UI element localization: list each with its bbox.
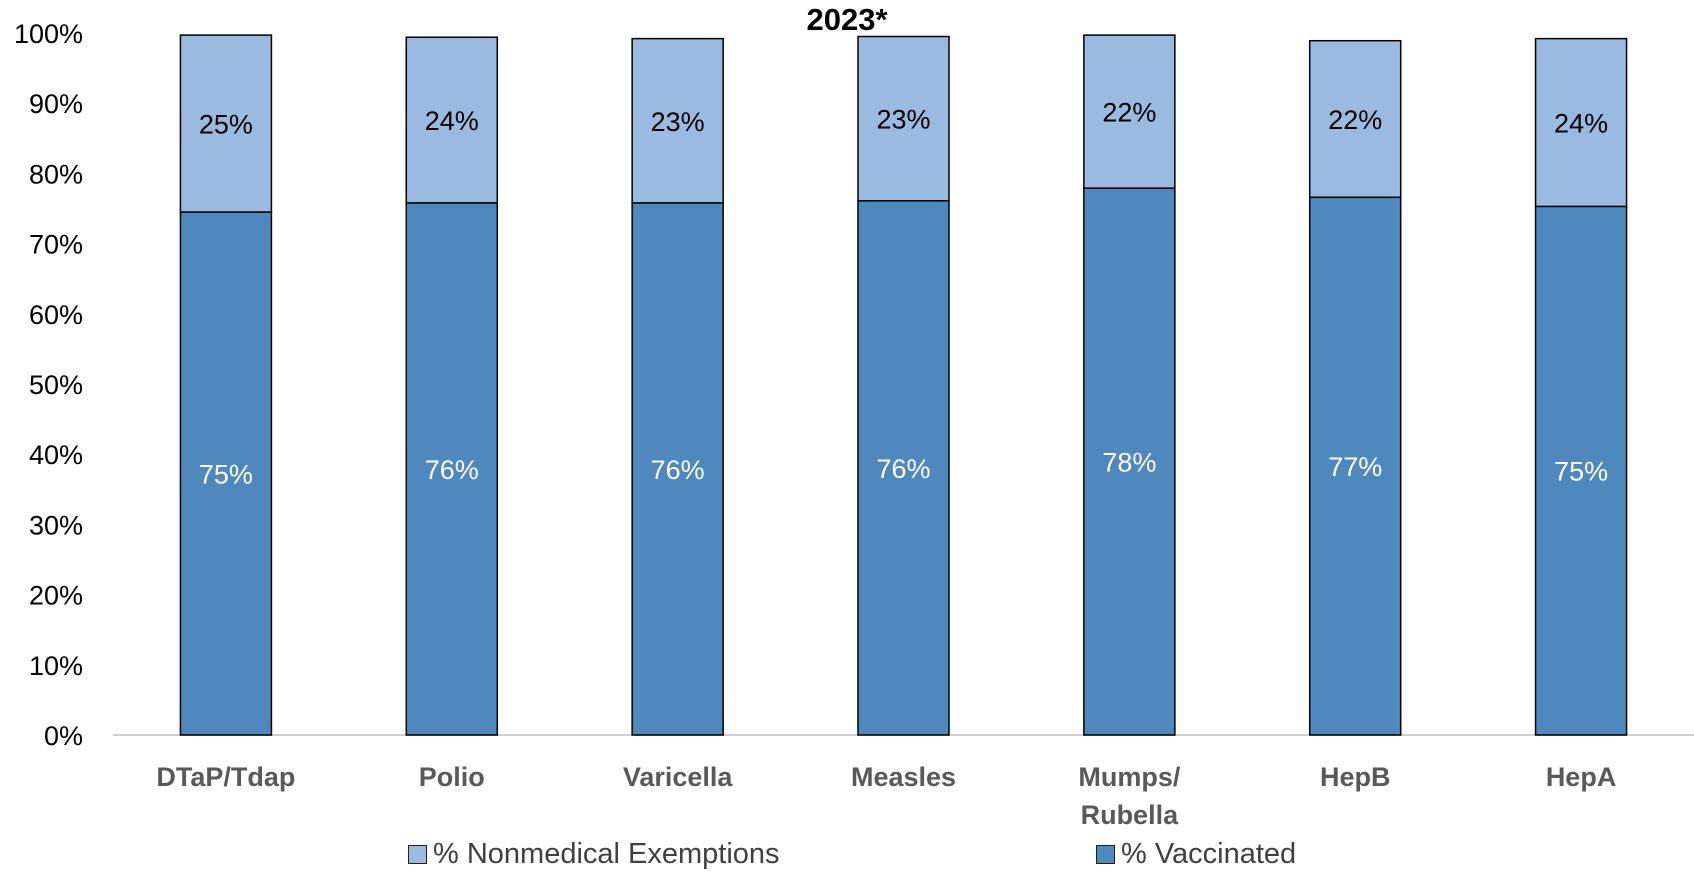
x-tick-label: Varicella <box>623 762 734 792</box>
data-label-vaccinated: 76% <box>876 454 930 484</box>
bar-vaccinated <box>405 202 499 736</box>
bar-vaccinated <box>179 211 273 736</box>
data-label-nonmedical-exemptions: 23% <box>651 107 705 137</box>
data-label-vaccinated: 76% <box>651 455 705 485</box>
bar-group: 75% 24% <box>1534 37 1628 736</box>
bar-nonmedical-exemptions <box>857 35 950 202</box>
data-label-vaccinated: 75% <box>199 460 253 490</box>
legend-swatch-vaccinated <box>1096 845 1115 864</box>
data-label-vaccinated: 77% <box>1328 452 1382 482</box>
x-tick-label: DTaP/Tdap <box>156 762 295 792</box>
y-tick-label: 30% <box>29 510 83 540</box>
x-tick-label: HepA <box>1546 762 1617 792</box>
bar-group: 76% 23% <box>857 35 950 736</box>
x-tick-label: HepB <box>1320 762 1391 792</box>
bar-nonmedical-exemptions <box>1534 37 1628 208</box>
bar-group: 76% 23% <box>631 37 724 736</box>
bar-group: 77% 22% <box>1308 39 1402 736</box>
bar-nonmedical-exemptions <box>1083 34 1176 189</box>
bar-group: 75% 25% <box>179 34 273 736</box>
bar-vaccinated <box>1083 187 1176 736</box>
legend-item-vaccinated: % Vaccinated <box>1096 838 1296 871</box>
x-tick-label: Measles <box>851 762 956 792</box>
bar-nonmedical-exemptions <box>1308 39 1402 199</box>
bar-vaccinated <box>857 200 950 736</box>
legend-swatch-nonmedical-exemptions <box>408 845 427 864</box>
bar-vaccinated <box>631 202 724 736</box>
bar-group: 76% 24% <box>405 36 499 736</box>
bar-nonmedical-exemptions <box>179 34 273 213</box>
data-label-nonmedical-exemptions: 24% <box>425 106 479 136</box>
bar-vaccinated <box>1308 196 1402 736</box>
legend-label-vaccinated: % Vaccinated <box>1121 838 1297 870</box>
y-tick-label: 60% <box>29 300 83 330</box>
legend-item-nonmedical-exemptions: % Nonmedical Exemptions <box>408 838 780 871</box>
chart-title: 2023* <box>806 2 888 37</box>
bar-nonmedical-exemptions <box>631 37 724 204</box>
data-label-nonmedical-exemptions: 22% <box>1328 105 1382 135</box>
data-label-nonmedical-exemptions: 23% <box>876 105 930 135</box>
y-tick-label: 90% <box>29 89 83 119</box>
y-tick-label: 40% <box>29 440 83 470</box>
x-tick-label: Mumps/Rubella <box>1078 762 1181 830</box>
y-tick-label: 80% <box>29 159 83 189</box>
bar-group: 78% 22% <box>1083 34 1176 736</box>
bar-vaccinated <box>1534 205 1628 736</box>
y-tick-label: 20% <box>29 581 83 611</box>
y-tick-label: 100% <box>14 19 83 49</box>
data-label-vaccinated: 76% <box>425 455 479 485</box>
x-tick-label: Polio <box>419 762 485 792</box>
bar-nonmedical-exemptions <box>405 36 499 204</box>
y-tick-label: 10% <box>29 651 83 681</box>
data-label-vaccinated: 75% <box>1554 457 1608 487</box>
data-label-nonmedical-exemptions: 25% <box>199 110 253 140</box>
legend-label-nonmedical-exemptions: % Nonmedical Exemptions <box>433 838 780 870</box>
y-tick-label: 70% <box>29 230 83 260</box>
data-label-vaccinated: 78% <box>1102 448 1156 478</box>
legend: % Nonmedical Exemptions % Vaccinated <box>0 838 1694 872</box>
data-label-nonmedical-exemptions: 22% <box>1102 98 1156 128</box>
y-tick-label: 0% <box>44 721 83 751</box>
y-tick-label: 50% <box>29 370 83 400</box>
data-label-nonmedical-exemptions: 24% <box>1554 109 1608 139</box>
